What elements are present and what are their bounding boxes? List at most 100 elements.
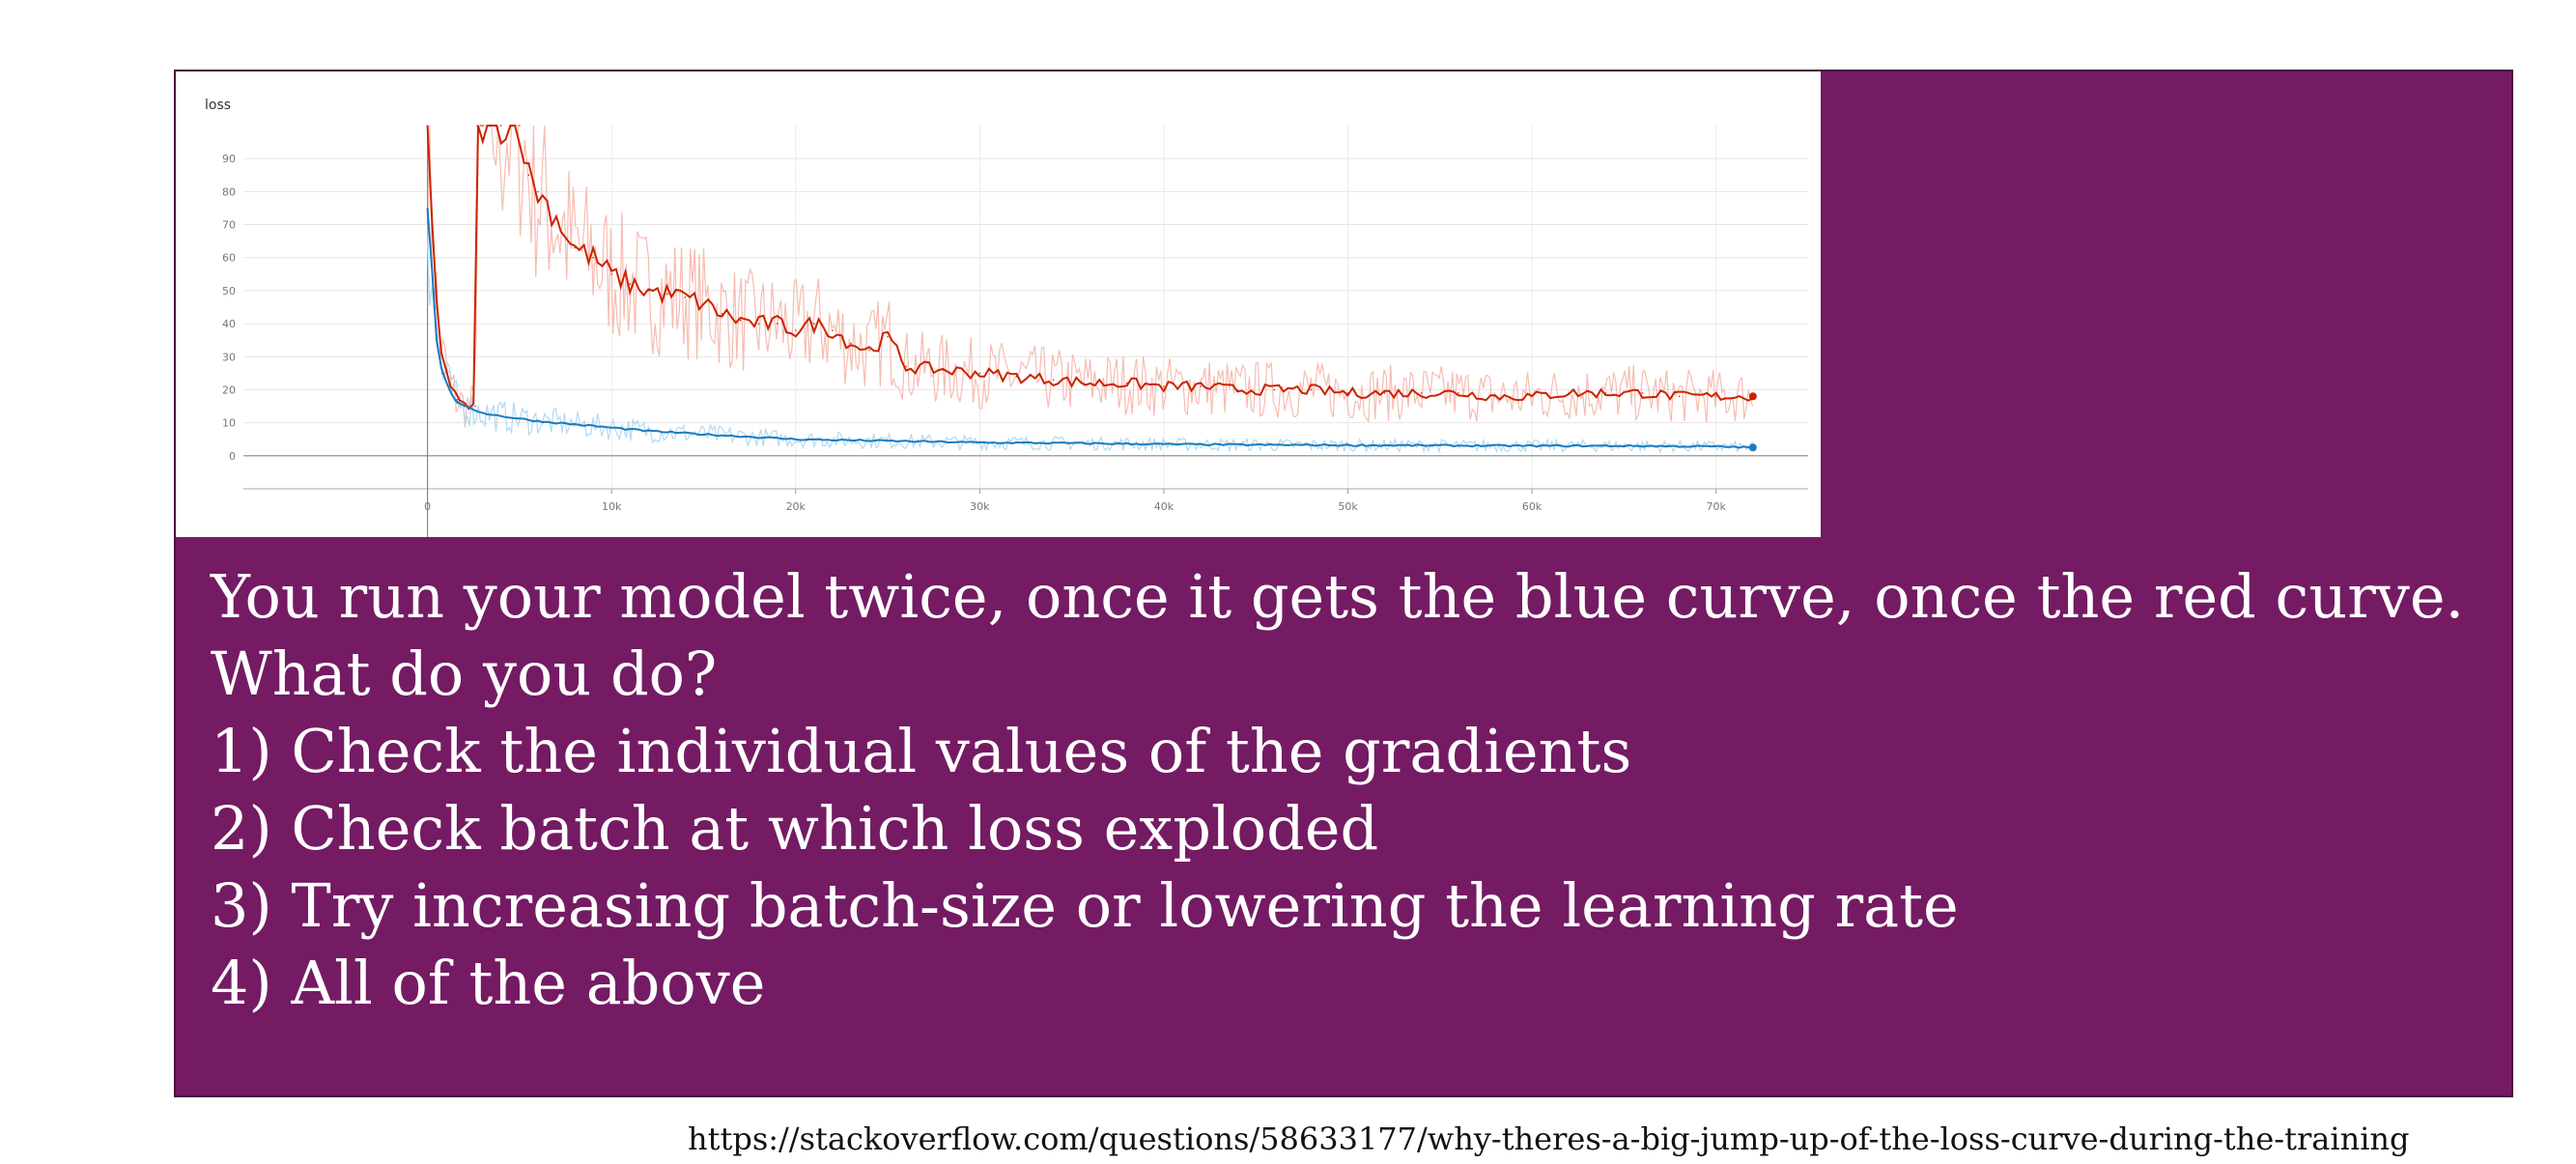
series-point-0: [1568, 392, 1570, 394]
series-point-0: [519, 125, 521, 127]
raw-trace-0: [427, 125, 1754, 428]
series-point-1: [887, 440, 889, 442]
series-point-0: [1346, 392, 1349, 394]
series-point-1: [482, 412, 484, 414]
question-line: 4) All of the above: [211, 948, 766, 1018]
series-point-0: [500, 125, 502, 127]
y-tick-labels: 0 10 20 30 40 50 60 70 80 90: [222, 153, 236, 463]
series-point-0: [441, 355, 443, 358]
series-point-0: [647, 290, 650, 292]
series-point-0: [474, 405, 476, 408]
question-text: You run your model twice, once it gets t…: [211, 558, 2490, 1022]
series-point-1: [426, 207, 429, 210]
y-tick-label: 20: [222, 383, 236, 396]
series-point-0: [426, 125, 429, 127]
chart-title: loss: [205, 98, 231, 113]
question-line: 3) Try increasing batch-size or lowering…: [211, 870, 1959, 941]
series-point-0: [448, 382, 451, 384]
series-point-1: [574, 423, 576, 426]
y-tick-label: 90: [222, 153, 236, 165]
y-tick-label: 0: [229, 450, 236, 463]
series-point-1: [1439, 444, 1441, 447]
loss-chart: loss 0 10 20 30 40 50 60 70 80 90 0 10k 20k 30k 40k 50…: [176, 71, 1821, 537]
question-line: What do you do?: [211, 639, 718, 709]
series-point-1: [647, 430, 650, 433]
question-line: You run your model twice, once it gets t…: [211, 561, 2465, 632]
x-tick-label: 0: [424, 500, 431, 513]
series-point-0: [1383, 392, 1386, 394]
series-point-1: [463, 405, 466, 408]
series-point-0: [1310, 388, 1313, 391]
series-point-0: [1015, 376, 1018, 378]
raw-loss-traces: [427, 125, 1754, 454]
series-point-1: [1255, 443, 1257, 446]
series-point-0: [555, 216, 557, 219]
x-tick-label: 40k: [1154, 500, 1175, 513]
smoothed-loss-series: [426, 125, 1757, 452]
series-point-0: [436, 306, 438, 308]
x-tick-label: 60k: [1522, 500, 1543, 513]
series-point-1: [441, 372, 443, 375]
series-point-0: [665, 293, 668, 296]
series-point-0: [537, 190, 539, 193]
series-point-0: [482, 125, 484, 127]
series-point-0: [795, 329, 797, 331]
series-point-0: [1641, 392, 1644, 394]
series-point-0: [702, 302, 705, 305]
series-point-1: [1714, 445, 1717, 448]
x-tick-label: 30k: [970, 500, 990, 513]
series-point-0: [480, 125, 482, 127]
series-point-0: [629, 283, 631, 285]
series-point-0: [684, 296, 687, 298]
y-tick-label: 10: [222, 417, 236, 430]
x-tick-labels: 0 10k 20k 30k 40k 50k 60k 70k: [424, 500, 1726, 513]
series-point-0: [574, 246, 576, 249]
series-point-1: [702, 433, 705, 436]
series-point-1: [448, 388, 451, 391]
series-point-0: [476, 125, 478, 127]
series-point-1: [1163, 443, 1165, 445]
axes: [243, 126, 1808, 537]
y-tick-label: 80: [222, 185, 236, 198]
series-point-0: [905, 365, 907, 368]
x-tick-label: 50k: [1338, 500, 1358, 513]
series-point-0: [1421, 392, 1423, 394]
series-point-0: [942, 369, 944, 371]
series-point-1: [436, 339, 438, 342]
y-tick-label: 70: [222, 219, 236, 232]
x-tick-label: 20k: [786, 500, 807, 513]
series-point-1: [430, 256, 433, 259]
series-point-1: [795, 438, 797, 440]
series-point-0: [757, 323, 760, 325]
series-point-0: [1236, 388, 1238, 391]
y-tick-label: 30: [222, 351, 236, 363]
series-point-0: [1531, 395, 1533, 398]
series-point-1: [1623, 444, 1626, 447]
series-point-0: [739, 319, 742, 322]
series-point-0: [1494, 395, 1496, 398]
question-line: 1) Check the individual values of the gr…: [211, 716, 1632, 786]
series-point-0: [1458, 392, 1459, 394]
series-point-0: [1273, 388, 1276, 391]
series-point-0: [430, 207, 433, 210]
y-tick-label: 50: [222, 285, 236, 298]
series-point-0: [1604, 392, 1607, 394]
series-point-0: [1089, 382, 1091, 384]
y-tick-label: 40: [222, 318, 236, 330]
series-line-1: [426, 208, 1753, 449]
loss-chart-svg: loss 0 10 20 30 40 50 60 70 80 90 0 10k 20k 30k 40k 50…: [205, 98, 1808, 537]
source-url: https://stackoverflow.com/questions/5863…: [688, 1121, 2410, 1157]
series-point-0: [868, 349, 870, 352]
series-point-1: [456, 402, 458, 404]
series-point-0: [1163, 385, 1165, 387]
series-point-0: [887, 336, 889, 338]
series-point-0: [850, 342, 852, 345]
x-tick-label: 10k: [602, 500, 622, 513]
series-point-0: [1714, 395, 1717, 398]
series-point-0: [813, 323, 815, 325]
series-point-1: [537, 420, 539, 422]
series-point-1: [978, 441, 981, 443]
series-point-0: [832, 329, 834, 331]
series-point-1: [1346, 444, 1349, 446]
series-end-marker-1: [1748, 443, 1757, 452]
